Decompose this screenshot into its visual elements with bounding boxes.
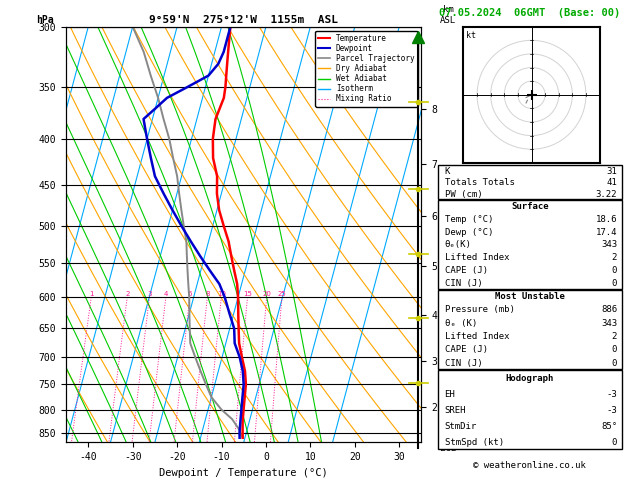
Text: SREH: SREH <box>445 406 466 415</box>
Text: 20: 20 <box>262 291 271 297</box>
Text: 343: 343 <box>601 241 617 249</box>
Text: θₑ (K): θₑ (K) <box>445 319 477 328</box>
Text: Most Unstable: Most Unstable <box>495 292 565 301</box>
Title: 9°59'N  275°12'W  1155m  ASL: 9°59'N 275°12'W 1155m ASL <box>149 15 338 25</box>
Text: 886: 886 <box>601 305 617 314</box>
Text: 0: 0 <box>612 438 617 447</box>
Text: 0: 0 <box>612 279 617 288</box>
Text: CAPE (J): CAPE (J) <box>445 266 487 275</box>
Text: Hodograph: Hodograph <box>506 374 554 382</box>
Text: LCL: LCL <box>440 444 456 453</box>
Text: Temp (°C): Temp (°C) <box>445 215 493 224</box>
Text: StmSpd (kt): StmSpd (kt) <box>445 438 504 447</box>
Text: 6: 6 <box>187 291 192 297</box>
Text: 85°: 85° <box>601 422 617 431</box>
Text: CAPE (J): CAPE (J) <box>445 346 487 354</box>
Text: 10: 10 <box>217 291 226 297</box>
Text: hPa: hPa <box>36 15 53 25</box>
FancyBboxPatch shape <box>438 165 622 199</box>
Text: EH: EH <box>445 390 455 399</box>
Text: 31: 31 <box>606 167 617 176</box>
Text: CIN (J): CIN (J) <box>445 279 482 288</box>
Text: Dewp (°C): Dewp (°C) <box>445 227 493 237</box>
Y-axis label: Mixing Ratio (g/kg): Mixing Ratio (g/kg) <box>439 183 448 286</box>
Text: K: K <box>445 167 450 176</box>
Text: -3: -3 <box>606 390 617 399</box>
Text: 1: 1 <box>89 291 94 297</box>
Text: 17.4: 17.4 <box>596 227 617 237</box>
Text: 07.05.2024  06GMT  (Base: 00): 07.05.2024 06GMT (Base: 00) <box>439 8 621 18</box>
Text: 2: 2 <box>612 332 617 341</box>
Text: CIN (J): CIN (J) <box>445 359 482 368</box>
Text: Pressure (mb): Pressure (mb) <box>445 305 515 314</box>
Text: km
ASL: km ASL <box>440 5 456 25</box>
Text: 15: 15 <box>243 291 252 297</box>
Text: 0: 0 <box>612 266 617 275</box>
Text: 25: 25 <box>277 291 286 297</box>
Text: θₑ(K): θₑ(K) <box>445 241 472 249</box>
Text: 2: 2 <box>612 253 617 262</box>
Text: 343: 343 <box>601 319 617 328</box>
Text: 0: 0 <box>612 346 617 354</box>
FancyBboxPatch shape <box>438 370 622 449</box>
Text: -3: -3 <box>606 406 617 415</box>
Text: Lifted Index: Lifted Index <box>445 332 509 341</box>
Text: Surface: Surface <box>511 202 548 211</box>
Text: StmDir: StmDir <box>445 422 477 431</box>
Text: 3: 3 <box>147 291 152 297</box>
Text: © weatheronline.co.uk: © weatheronline.co.uk <box>474 461 586 470</box>
Text: Totals Totals: Totals Totals <box>445 178 515 187</box>
Legend: Temperature, Dewpoint, Parcel Trajectory, Dry Adiabat, Wet Adiabat, Isotherm, Mi: Temperature, Dewpoint, Parcel Trajectory… <box>315 31 418 106</box>
Text: 8: 8 <box>205 291 209 297</box>
FancyBboxPatch shape <box>438 290 622 369</box>
Text: 41: 41 <box>606 178 617 187</box>
Text: Lifted Index: Lifted Index <box>445 253 509 262</box>
Text: 18.6: 18.6 <box>596 215 617 224</box>
Text: 2: 2 <box>125 291 130 297</box>
X-axis label: Dewpoint / Temperature (°C): Dewpoint / Temperature (°C) <box>159 468 328 478</box>
Text: 4: 4 <box>164 291 168 297</box>
Text: kt: kt <box>466 31 476 40</box>
Text: PW (cm): PW (cm) <box>445 190 482 199</box>
FancyBboxPatch shape <box>438 200 622 289</box>
Text: 0: 0 <box>612 359 617 368</box>
Text: 3.22: 3.22 <box>596 190 617 199</box>
